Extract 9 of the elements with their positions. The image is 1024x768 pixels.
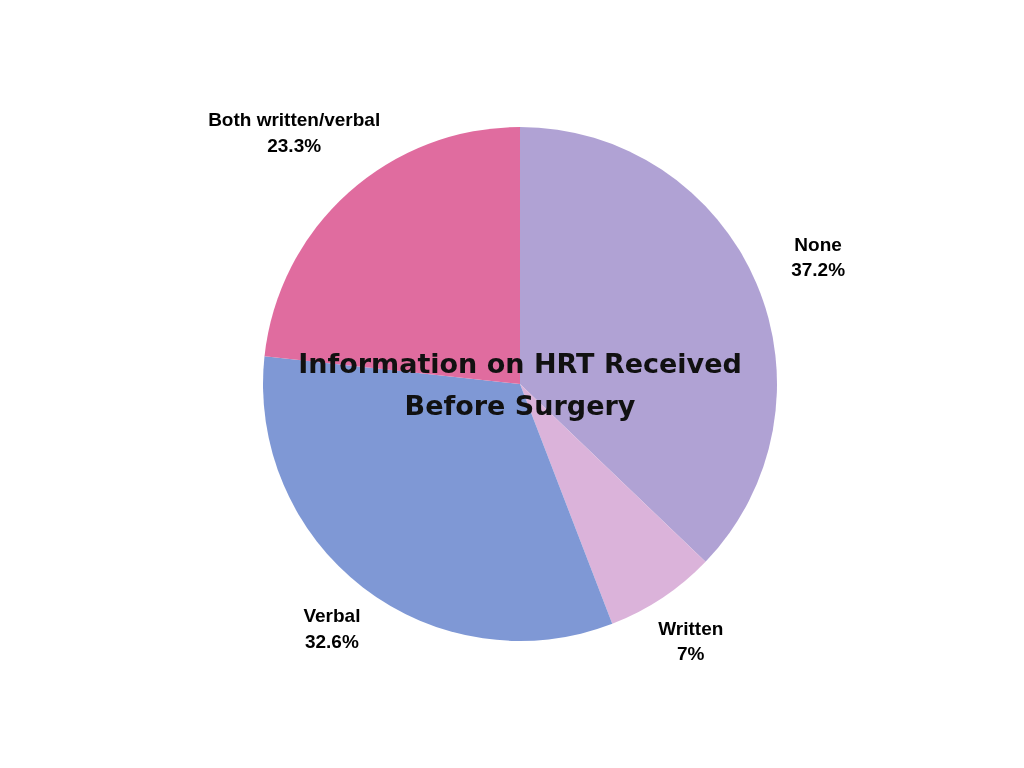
data-label: 7% (677, 643, 705, 665)
slice-label: Both written/verbal (208, 109, 381, 131)
data-label: 37.2% (791, 259, 846, 281)
data-label: 23.3% (267, 134, 322, 156)
slice-label: Written (658, 617, 724, 639)
slice-label: None (794, 233, 842, 255)
text: Information on HRT Received Before Surgery (298, 348, 742, 421)
data-label: 32.6% (304, 630, 359, 652)
slice-label: Verbal (303, 605, 361, 627)
